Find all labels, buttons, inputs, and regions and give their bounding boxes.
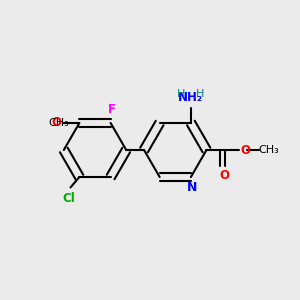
Text: F: F: [108, 103, 116, 116]
Text: NH₂: NH₂: [178, 91, 203, 104]
Text: O: O: [52, 116, 61, 130]
Text: Cl: Cl: [63, 192, 75, 205]
Text: H: H: [196, 88, 205, 99]
Text: CH₃: CH₃: [48, 118, 69, 128]
Text: N: N: [187, 181, 197, 194]
Text: CH₃: CH₃: [259, 145, 279, 155]
Text: O: O: [240, 143, 250, 157]
Text: H: H: [177, 88, 185, 99]
Text: O: O: [219, 169, 229, 182]
